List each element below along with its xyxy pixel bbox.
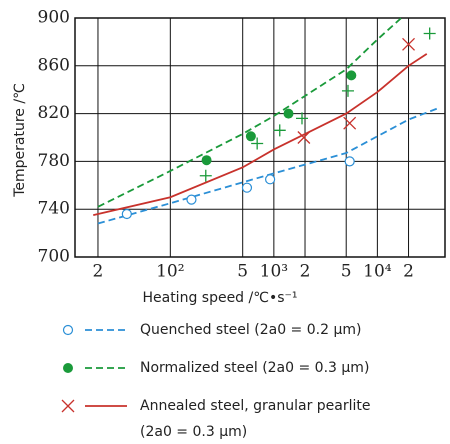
marker	[343, 116, 357, 130]
y-axis-title: Temperature /℃	[12, 83, 28, 198]
y-tick-label: 860	[38, 55, 70, 75]
legend-label: Normalized steel (2a0 = 0.3 μm)	[140, 360, 369, 376]
marker	[273, 124, 286, 137]
marker	[245, 131, 256, 142]
marker	[423, 27, 436, 40]
y-tick-label: 700	[38, 247, 70, 267]
legend-label: Quenched steel (2a0 = 0.2 μm)	[140, 322, 361, 338]
series-line	[93, 53, 428, 217]
marker	[265, 174, 276, 185]
marker	[199, 169, 212, 182]
marker	[341, 84, 354, 97]
marker	[186, 194, 197, 205]
x-tick-label: 5	[237, 262, 248, 282]
y-tick-label: 740	[38, 199, 70, 219]
plot-frame	[74, 17, 446, 258]
marker	[62, 324, 74, 336]
legend-label: Annealed steel, granular pearlite	[140, 398, 371, 414]
x-tick-label: 2	[403, 262, 414, 282]
x-tick-label: 2	[300, 262, 311, 282]
x-tick-label: 10²	[156, 262, 184, 282]
marker	[61, 399, 75, 413]
x-axis-title: Heating speed /℃•s⁻¹	[142, 290, 297, 306]
series-line	[97, 106, 441, 225]
y-tick-label: 900	[38, 8, 70, 28]
marker	[121, 208, 132, 220]
marker	[295, 112, 308, 125]
marker	[346, 70, 357, 81]
marker	[402, 37, 415, 51]
series-line	[97, 17, 402, 208]
x-tick-label: 10⁴	[363, 262, 392, 282]
y-tick-label: 780	[38, 151, 70, 171]
x-tick-label: 10³	[260, 262, 288, 282]
legend-label: (2a0 = 0.3 μm)	[140, 424, 247, 440]
marker	[283, 108, 294, 119]
x-tick-label: 5	[341, 262, 352, 282]
marker	[241, 182, 253, 193]
marker	[63, 363, 73, 373]
y-tick-label: 820	[38, 103, 70, 123]
marker	[251, 137, 264, 150]
marker	[201, 155, 212, 166]
marker	[297, 131, 311, 144]
x-tick-label: 2	[93, 262, 104, 282]
marker	[344, 156, 355, 167]
